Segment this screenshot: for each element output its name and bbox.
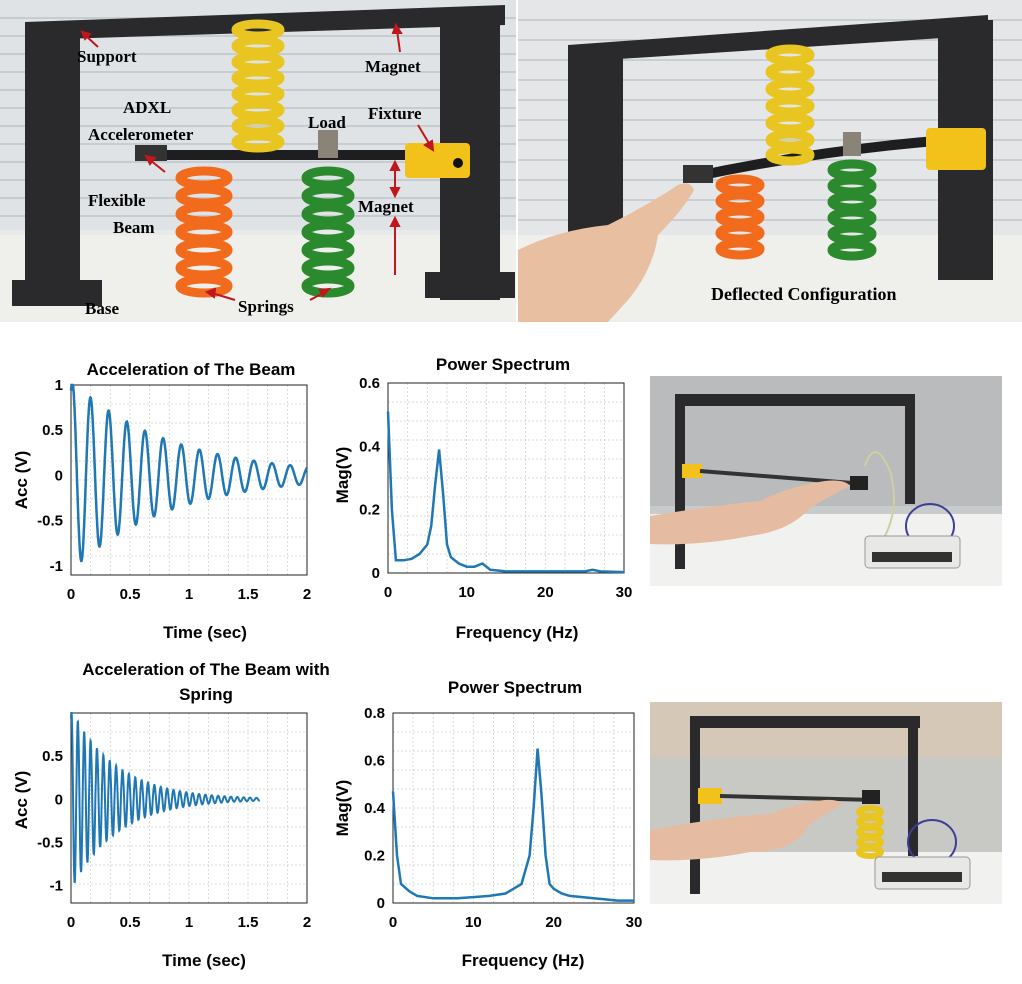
- label-deflected-configuration: Deflected Configuration: [711, 284, 897, 304]
- y-tick-label: 0.4: [364, 800, 386, 817]
- chart4-ylabel: Mag(V): [333, 780, 352, 837]
- x-tick-label: 1.5: [238, 586, 259, 603]
- chart3-title-line1: Acceleration of The Beam with: [82, 660, 330, 679]
- x-tick-label: 2: [303, 914, 311, 931]
- chart3-series-line: [70, 712, 261, 884]
- photo-setup-rest: Support Magnet ADXL Accelerometer Load F…: [0, 0, 516, 322]
- y-tick-label: 0: [55, 467, 63, 484]
- label-magnet-mid: Magnet: [358, 197, 414, 216]
- x-tick-label: 0: [384, 584, 392, 601]
- y-tick-label: 0: [372, 565, 380, 582]
- chart1-frame: [70, 384, 308, 576]
- x-tick-label: 10: [465, 914, 482, 931]
- fixture: [926, 128, 986, 170]
- photo-setup-deflected: Deflected Configuration: [518, 0, 1022, 322]
- label-accelerometer: Accelerometer: [88, 125, 194, 144]
- chart4-series-line: [391, 748, 634, 902]
- adxl-accelerometer: [135, 145, 167, 161]
- label-beam: Beam: [113, 218, 155, 237]
- y-tick-label: 1: [55, 377, 63, 394]
- charts-area: Acceleration of The Beam 0 0.5 1 1.5 210.50-…: [12, 355, 642, 970]
- x-tick-label: 30: [626, 914, 643, 931]
- chart2-frame: [387, 382, 625, 574]
- chart3-frame: [70, 712, 308, 904]
- y-tick-label: -1: [50, 558, 63, 575]
- chart-power-spectrum-1: Power Spectrum 0 10 20 30 0.6 0.4 0.2 0 Frequen…: [333, 355, 632, 642]
- x-tick-label: 2: [303, 586, 311, 603]
- y-tick-label: -1: [50, 878, 63, 895]
- photo-beam-spring-test: [650, 702, 1002, 904]
- label-support: Support: [77, 47, 137, 66]
- x-tick-label: 30: [616, 584, 633, 601]
- chart2-series-line: [386, 411, 625, 574]
- x-tick-label: 0: [389, 914, 397, 931]
- chart-power-spectrum-2: Power Spectrum 0 10 20 30 0.8 0.6 0.4 0.2 0 Freq…: [333, 678, 642, 970]
- load: [318, 130, 338, 158]
- y-tick-label: 0.2: [364, 848, 385, 865]
- label-load: Load: [308, 113, 346, 132]
- x-tick-label: 10: [458, 584, 475, 601]
- photo-beam-test: [650, 376, 1002, 586]
- x-tick-label: 20: [537, 584, 554, 601]
- x-tick-label: 0.5: [120, 914, 141, 931]
- chart4-xlabel: Frequency (Hz): [462, 951, 585, 970]
- hand: [518, 183, 694, 322]
- chart-acc-beam: Acceleration of The Beam 0 0.5 1 1.5 210.50-…: [12, 360, 311, 642]
- y-tick-label: 0.5: [42, 422, 63, 439]
- y-tick-label: -0.5: [37, 513, 63, 530]
- y-tick-label: 0.8: [364, 705, 385, 722]
- y-tick-label: -0.5: [37, 835, 63, 852]
- chart1-ylabel: Acc (V): [12, 451, 31, 510]
- deflected-beam: [686, 135, 949, 183]
- yellow-spring: [231, 19, 285, 153]
- y-tick-label: 0.2: [359, 502, 380, 519]
- fixture: [405, 143, 470, 178]
- y-tick-label: 0.6: [359, 375, 380, 392]
- x-tick-label: 1.5: [238, 914, 259, 931]
- chart2-ylabel: Mag(V): [333, 447, 352, 504]
- chart4-title: Power Spectrum: [448, 678, 582, 697]
- y-tick-label: 0.6: [364, 753, 385, 770]
- x-tick-label: 0: [67, 586, 75, 603]
- chart-acc-beam-spring: Acceleration of The Beam with Spring 0 0.…: [12, 660, 330, 970]
- x-tick-label: 1: [185, 586, 193, 603]
- chart3-xlabel: Time (sec): [162, 951, 246, 970]
- y-tick-label: 0: [377, 895, 385, 912]
- y-tick-label: 0: [55, 791, 63, 808]
- chart3-ylabel: Acc (V): [12, 771, 31, 830]
- orange-spring: [175, 166, 233, 298]
- x-tick-label: 0.5: [120, 586, 141, 603]
- x-tick-label: 0: [67, 914, 75, 931]
- green-spring: [301, 166, 355, 298]
- label-base: Base: [85, 299, 119, 318]
- label-flexible: Flexible: [88, 191, 146, 210]
- y-tick-label: 0.5: [42, 748, 63, 765]
- chart2-title: Power Spectrum: [436, 355, 570, 374]
- chart1-series-line: [69, 383, 308, 563]
- x-tick-label: 20: [545, 914, 562, 931]
- label-springs: Springs: [238, 297, 294, 316]
- x-tick-label: 1: [185, 914, 193, 931]
- flexible-beam: [135, 150, 435, 160]
- label-fixture: Fixture: [368, 104, 422, 123]
- chart3-title-line2: Spring: [179, 685, 233, 704]
- y-tick-label: 0.4: [359, 438, 381, 455]
- label-magnet-top: Magnet: [365, 57, 421, 76]
- chart1-xlabel: Time (sec): [163, 623, 247, 642]
- chart2-xlabel: Frequency (Hz): [456, 623, 579, 642]
- chart1-title: Acceleration of The Beam: [87, 360, 296, 379]
- label-adxl: ADXL: [123, 98, 172, 117]
